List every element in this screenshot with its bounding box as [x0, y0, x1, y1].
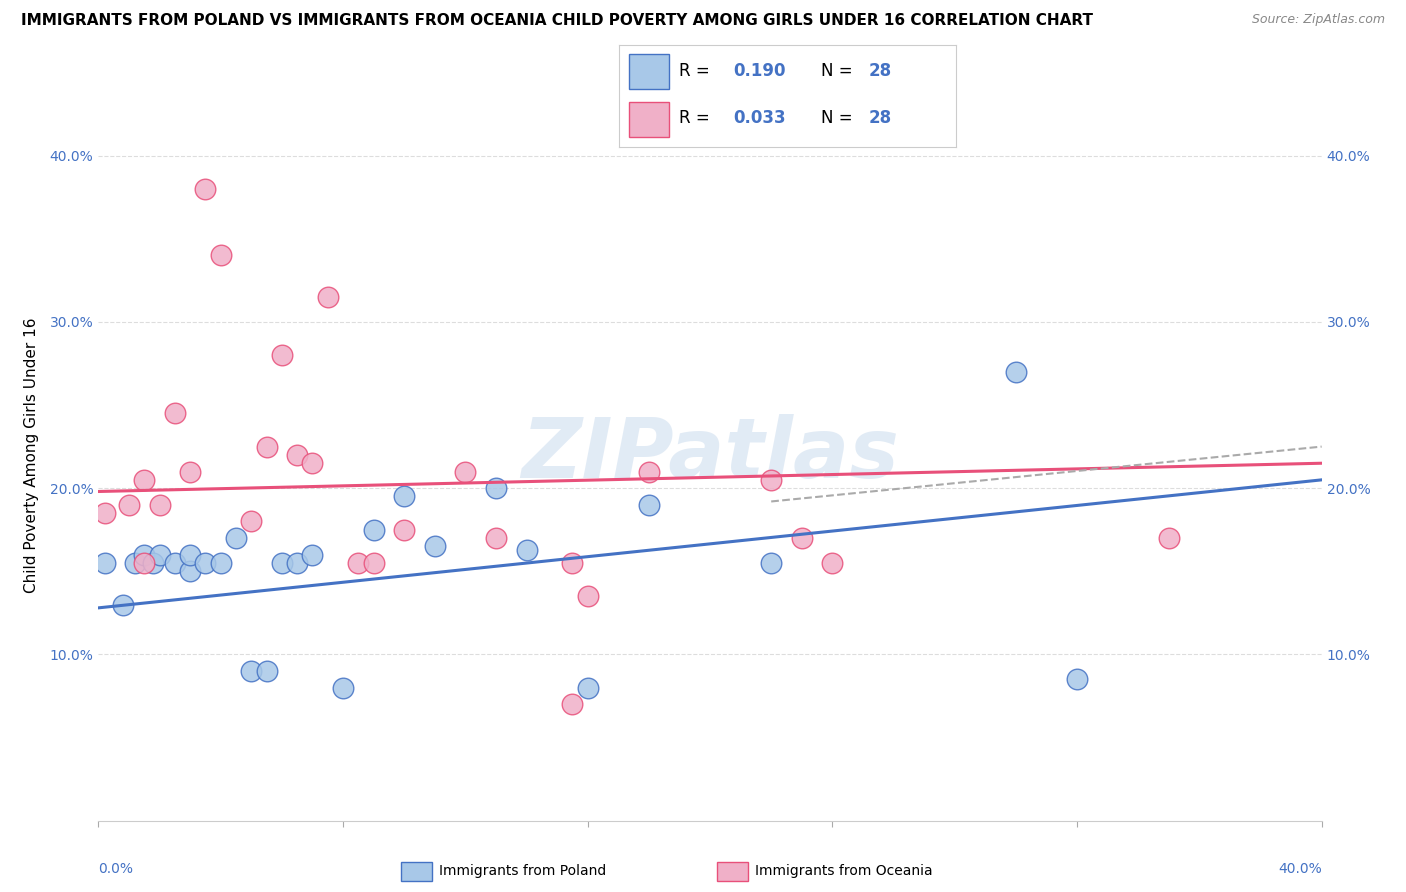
Point: [637, 465, 661, 479]
Point: [1066, 673, 1088, 687]
Point: [194, 182, 217, 196]
Text: R =: R =: [679, 109, 716, 127]
Point: [485, 481, 508, 495]
Point: [285, 448, 308, 462]
Point: [256, 440, 278, 454]
Point: [485, 531, 508, 545]
Text: ZIPatlas: ZIPatlas: [522, 415, 898, 495]
Text: Immigrants from Oceania: Immigrants from Oceania: [755, 864, 932, 879]
Point: [240, 515, 263, 529]
Text: N =: N =: [821, 109, 858, 127]
Point: [270, 556, 292, 570]
Point: [142, 556, 165, 570]
Point: [759, 473, 782, 487]
Point: [363, 523, 385, 537]
Point: [316, 290, 339, 304]
Point: [256, 664, 278, 678]
Text: IMMIGRANTS FROM POLAND VS IMMIGRANTS FROM OCEANIA CHILD POVERTY AMONG GIRLS UNDE: IMMIGRANTS FROM POLAND VS IMMIGRANTS FRO…: [21, 13, 1092, 29]
Point: [392, 523, 416, 537]
Text: 28: 28: [869, 62, 891, 79]
Point: [576, 589, 599, 603]
Point: [561, 698, 583, 712]
Point: [118, 498, 141, 512]
Point: [163, 556, 186, 570]
Point: [149, 498, 172, 512]
Point: [124, 556, 146, 570]
Point: [454, 465, 477, 479]
Bar: [628, 102, 669, 137]
Bar: [628, 54, 669, 88]
Text: 0.190: 0.190: [734, 62, 786, 79]
Text: R =: R =: [679, 62, 716, 79]
Text: Source: ZipAtlas.com: Source: ZipAtlas.com: [1251, 13, 1385, 27]
Point: [423, 539, 446, 553]
Text: Immigrants from Poland: Immigrants from Poland: [439, 864, 606, 879]
Y-axis label: Child Poverty Among Girls Under 16: Child Poverty Among Girls Under 16: [24, 318, 38, 592]
Point: [134, 473, 156, 487]
Point: [179, 465, 201, 479]
Point: [576, 681, 599, 695]
Point: [759, 556, 782, 570]
Point: [301, 548, 323, 562]
Point: [225, 531, 247, 545]
Point: [179, 548, 201, 562]
Point: [240, 664, 263, 678]
Point: [163, 406, 186, 420]
Point: [347, 556, 370, 570]
Point: [392, 490, 416, 504]
Point: [790, 531, 813, 545]
Point: [516, 542, 538, 557]
Point: [821, 556, 844, 570]
Point: [1157, 531, 1180, 545]
Text: 0.033: 0.033: [734, 109, 786, 127]
Point: [93, 556, 115, 570]
Point: [194, 556, 217, 570]
Point: [301, 456, 323, 470]
Point: [134, 556, 156, 570]
Text: N =: N =: [821, 62, 858, 79]
Point: [363, 556, 385, 570]
Point: [93, 506, 115, 520]
Point: [1004, 365, 1026, 379]
Point: [209, 248, 232, 262]
Point: [270, 348, 292, 362]
Text: 0.0%: 0.0%: [98, 863, 134, 876]
Point: [179, 564, 201, 578]
Point: [111, 598, 134, 612]
Text: 40.0%: 40.0%: [1278, 863, 1322, 876]
Point: [134, 548, 156, 562]
Point: [209, 556, 232, 570]
Point: [561, 556, 583, 570]
Point: [149, 548, 172, 562]
Text: 28: 28: [869, 109, 891, 127]
Point: [637, 498, 661, 512]
Point: [332, 681, 354, 695]
Point: [285, 556, 308, 570]
